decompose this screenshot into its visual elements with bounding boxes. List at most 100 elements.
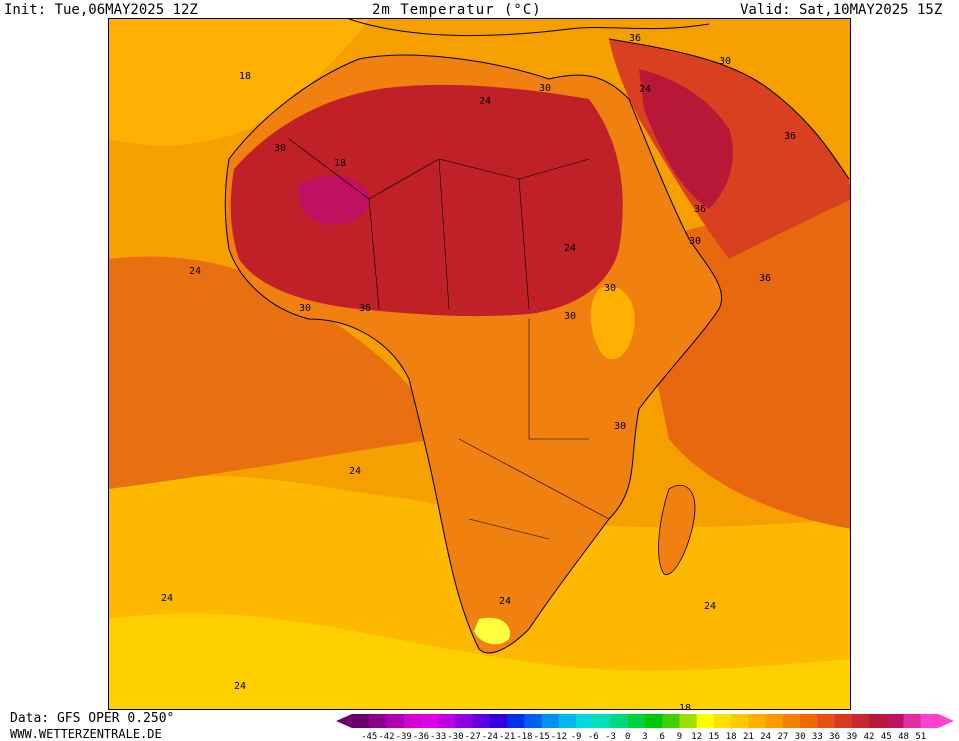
legend-swatch: [472, 714, 491, 728]
site-credit: WWW.WETTERZENTRALE.DE: [10, 727, 162, 741]
contour-label: 30: [719, 56, 731, 67]
contour-label: 24: [499, 596, 511, 607]
legend-tick-label: -6: [588, 732, 599, 741]
legend-tick-label: 48: [898, 732, 909, 741]
legend-tick-label: 24: [760, 732, 771, 741]
legend-tick-label: 51: [915, 732, 926, 741]
africa-coastline: [224, 54, 723, 654]
legend-swatch: [713, 714, 732, 728]
legend-swatch: [369, 714, 387, 728]
contour-label: 30: [689, 236, 701, 247]
legend-swatch: [869, 714, 887, 728]
contour-label: 24: [161, 593, 173, 604]
legend-swatch: [903, 714, 922, 728]
legend-swatch: [817, 714, 836, 728]
legend-swatch: [851, 714, 870, 728]
legend-tick-label: -9: [571, 732, 582, 741]
legend-swatch: [593, 714, 612, 728]
legend-swatch: [489, 714, 508, 728]
legend-tick-label: -21: [499, 732, 515, 741]
legend-tick-label: 18: [726, 732, 737, 741]
legend-tick-label: -36: [413, 732, 429, 741]
legend-tick-label: -42: [378, 732, 394, 741]
legend-tick-label: -27: [465, 732, 481, 741]
data-source: Data: GFS OPER 0.250°: [10, 711, 175, 726]
legend-swatch: [558, 714, 577, 728]
init-time: Init: Tue,06MAY2025 12Z: [4, 2, 198, 18]
contour-label: 30: [564, 311, 576, 322]
legend-swatch: [696, 714, 715, 728]
legend-tick-label: 42: [864, 732, 875, 741]
legend-tick-label: -30: [447, 732, 463, 741]
south-coolest-band: [109, 613, 850, 709]
contour-label: 30: [299, 303, 311, 314]
legend-swatch: [748, 714, 767, 728]
legend-tick-label: 45: [881, 732, 892, 741]
arabia-hot: [639, 69, 733, 209]
europe-coastline: [348, 19, 710, 37]
contour-label: 30: [274, 143, 286, 154]
sahara-hottest: [297, 175, 370, 225]
legend-tick-label: -33: [430, 732, 446, 741]
legend-arrow-right: [938, 714, 954, 728]
valid-time: Valid: Sat,10MAY2025 15Z: [740, 2, 943, 18]
contour-label: 24: [234, 681, 246, 692]
contour-label: 24: [639, 84, 651, 95]
contour-label: 36: [759, 273, 771, 284]
legend-tick-label: 33: [812, 732, 823, 741]
legend-tick-label: 27: [777, 732, 788, 741]
temperature-map: 18 24 30 36 30 24 30 24 30 36 30 30 36 30 36 36 30 24 24 24…: [108, 18, 851, 710]
legend-tick-label: -24: [482, 732, 498, 741]
contour-label: 24: [349, 466, 361, 477]
legend-tick-label: -3: [605, 732, 616, 741]
contour-label: 18: [239, 71, 251, 82]
contour-label: 36: [359, 303, 371, 314]
madagascar: [658, 484, 696, 575]
legend-tick-label: 0: [625, 732, 630, 741]
legend-tick-label: -15: [533, 732, 549, 741]
legend-swatch: [782, 714, 801, 728]
contour-label: 24: [189, 266, 201, 277]
legend-tick-label: 3: [642, 732, 647, 741]
contour-label: 36: [694, 204, 706, 215]
contour-label: 18: [679, 703, 691, 710]
country-borders: [288, 138, 610, 540]
arabia-coastline: [608, 38, 850, 180]
legend-swatch: [679, 714, 698, 728]
legend-swatch: [541, 714, 560, 728]
contour-label: 24: [564, 243, 576, 254]
legend-tick-label: 36: [829, 732, 840, 741]
legend-swatch: [438, 714, 456, 728]
legend-arrow-left: [336, 714, 352, 728]
legend-swatch: [627, 714, 646, 728]
legend-swatch: [834, 714, 853, 728]
legend-swatch: [403, 714, 422, 728]
legend-swatch: [420, 714, 439, 728]
legend-swatch: [765, 714, 784, 728]
legend-tick-label: 21: [743, 732, 754, 741]
northwest-cool: [109, 19, 369, 146]
legend-tick-label: 39: [846, 732, 857, 741]
legend-swatch: [576, 714, 594, 728]
legend-swatch: [662, 714, 680, 728]
legend-swatch: [524, 714, 543, 728]
legend-swatch: [920, 714, 939, 728]
tropical-ocean-west: [109, 256, 439, 489]
legend-swatch: [507, 714, 525, 728]
contour-label: 30: [539, 83, 551, 94]
contour-label: 36: [629, 33, 641, 44]
south-africa-cool: [474, 617, 510, 645]
legend-swatch: [886, 714, 905, 728]
contour-label: 24: [704, 601, 716, 612]
legend-swatch: [610, 714, 629, 728]
contour-label: 30: [604, 283, 616, 294]
legend-swatch: [386, 714, 405, 728]
legend-tick-label: -18: [516, 732, 532, 741]
legend-tick-label: -39: [396, 732, 412, 741]
contour-label: 24: [479, 96, 491, 107]
contour-label: 30: [614, 421, 626, 432]
legend-tick-label: 30: [795, 732, 806, 741]
legend-tick-label: -12: [551, 732, 567, 741]
sahara-hot: [230, 84, 623, 317]
legend-tick-label: -45: [361, 732, 377, 741]
